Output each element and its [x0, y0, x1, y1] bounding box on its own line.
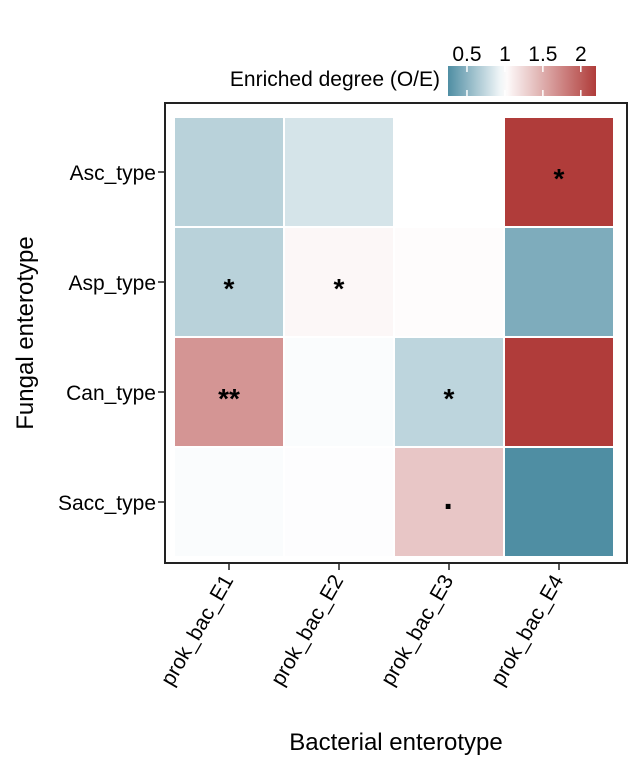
heatmap-cell-Asc_type-prok_bac_E2 [285, 118, 393, 226]
heatmap-cell-Asc_type-prok_bac_E3 [395, 118, 503, 226]
heatmap-cell-Sacc_type-prok_bac_E1 [175, 448, 283, 556]
y-axis-title: Fungal enterotype [12, 236, 39, 429]
significance-mark: * [554, 163, 565, 194]
heatmap-cell-Asc_type-prok_bac_E1 [175, 118, 283, 226]
y-tick-label: Asp_type [68, 272, 156, 295]
x-tick-label: prok_bac_E3 [377, 571, 459, 690]
legend-colorbar [448, 66, 596, 96]
heatmap-cell-Sacc_type-prok_bac_E2 [285, 448, 393, 556]
legend-tick-label: 1 [499, 43, 511, 66]
x-tick-labels: prok_bac_E1 prok_bac_E2 prok_bac_E3 prok_ba… [157, 563, 569, 690]
y-tick-labels: Asc_type Asp_type Can_type Sacc_type [58, 162, 165, 515]
legend-tick-label: 1.5 [528, 43, 557, 66]
significance-mark: · [443, 488, 454, 526]
heatmap-cell-Can_type-prok_bac_E1 [175, 338, 283, 446]
x-tick-label: prok_bac_E1 [157, 571, 239, 690]
y-tick-label: Asc_type [70, 162, 156, 185]
heatmap-cell-Asp_type-prok_bac_E4 [505, 228, 613, 336]
legend-ticks: 0.5 1 1.5 2 [452, 43, 587, 96]
heatmap-cells [175, 118, 613, 556]
significance-mark: ** [218, 383, 240, 414]
x-tick-label: prok_bac_E2 [267, 571, 349, 690]
legend-title: Enriched degree (O/E) [230, 68, 440, 91]
y-tick-label: Can_type [66, 382, 156, 405]
significance-annotations: ** *** *· [218, 163, 564, 526]
significance-mark: * [334, 273, 345, 304]
heatmap-cell-Asc_type-prok_bac_E4 [505, 118, 613, 226]
heatmap-cell-Sacc_type-prok_bac_E4 [505, 448, 613, 556]
significance-mark: * [224, 273, 235, 304]
x-axis-title: Bacterial enterotype [289, 729, 502, 756]
y-tick-label: Sacc_type [58, 492, 156, 515]
x-tick-label: prok_bac_E4 [487, 571, 569, 690]
legend: Enriched degree (O/E) 0.5 1 1.5 2 [230, 43, 596, 96]
heatmap-cell-Can_type-prok_bac_E3 [395, 338, 503, 446]
heatmap-cell-Asp_type-prok_bac_E1 [175, 228, 283, 336]
heatmap-cell-Asp_type-prok_bac_E3 [395, 228, 503, 336]
legend-tick-label: 2 [575, 43, 587, 66]
significance-mark: * [444, 383, 455, 414]
heatmap-cell-Asp_type-prok_bac_E2 [285, 228, 393, 336]
heatmap-cell-Can_type-prok_bac_E2 [285, 338, 393, 446]
legend-tick-label: 0.5 [452, 43, 481, 66]
heatmap-cell-Can_type-prok_bac_E4 [505, 338, 613, 446]
heatmap-cell-Sacc_type-prok_bac_E3 [395, 448, 503, 556]
